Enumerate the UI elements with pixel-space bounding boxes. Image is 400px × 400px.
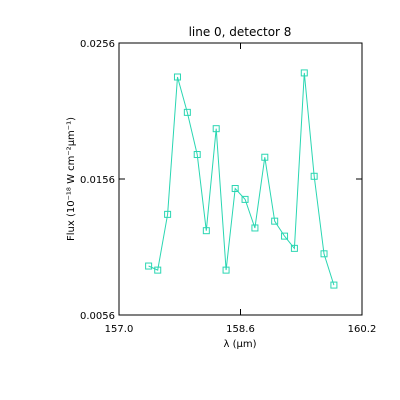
- data-point: [271, 217, 279, 225]
- data-point: [231, 185, 239, 193]
- y-tick-label: 0.0056: [80, 311, 115, 322]
- x-tick-label: 157.0: [105, 324, 134, 335]
- data-point: [164, 210, 172, 218]
- data-point: [193, 151, 201, 159]
- data-series: [145, 69, 338, 289]
- chart-title: line 0, detector 8: [189, 25, 292, 39]
- y-tick-label: 0.0256: [80, 39, 115, 50]
- data-point: [290, 244, 298, 252]
- series-line: [148, 72, 335, 286]
- data-point: [261, 153, 269, 161]
- data-point: [251, 224, 259, 232]
- data-point: [202, 227, 210, 235]
- data-point: [241, 195, 249, 203]
- data-point: [310, 172, 318, 180]
- y-axis-label: Flux (10⁻¹⁸ W cm⁻²μm⁻¹): [66, 117, 77, 241]
- plot-frame: [118, 42, 363, 316]
- data-point: [222, 266, 230, 274]
- y-tick-label: 0.0156: [80, 175, 115, 186]
- data-point: [183, 108, 191, 116]
- data-point: [173, 73, 181, 81]
- data-point: [212, 125, 220, 133]
- data-point: [330, 281, 338, 289]
- x-tick-label: 158.6: [226, 324, 255, 335]
- data-point: [145, 262, 153, 270]
- x-tick-label: 160.2: [348, 324, 377, 335]
- data-point: [154, 266, 162, 274]
- data-point: [300, 69, 308, 77]
- data-point: [320, 250, 328, 258]
- data-point: [281, 232, 289, 240]
- axis-ticks: 157.0 158.6 160.2 0.0056 0.0156 0.0256: [80, 39, 376, 335]
- x-axis-label: λ (μm): [223, 339, 256, 350]
